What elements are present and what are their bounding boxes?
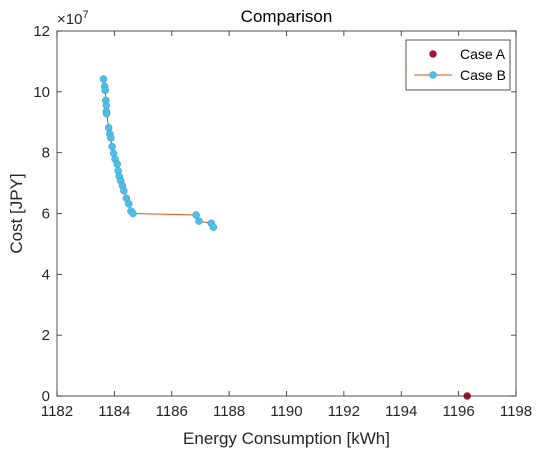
- data-point-case-b: [209, 223, 218, 231]
- data-point-case-b: [195, 217, 203, 225]
- legend-marker-case-a: [429, 50, 437, 58]
- x-tick-label: 1190: [270, 403, 302, 420]
- data-point-case-b: [99, 75, 108, 83]
- data-point-case-b: [104, 123, 113, 132]
- x-tick-label: 1198: [500, 403, 532, 420]
- x-axis-label: Energy Consumption [kWh]: [183, 429, 390, 448]
- data-point-case-b: [113, 160, 121, 168]
- data-point-case-b: [102, 109, 111, 118]
- x-tick-label: 1184: [98, 403, 130, 420]
- y-exponent-base: ×10: [57, 11, 82, 28]
- x-tick-label: 1196: [442, 403, 474, 420]
- x-tick-label: 1182: [41, 403, 73, 420]
- data-point-case-b: [107, 134, 115, 142]
- x-tick-label: 1186: [156, 403, 188, 420]
- series-layer: [99, 75, 471, 400]
- ticks-layer: 1182 1184 1186 1188 1190 1192 1194 1196 1198 0 2 4 6…: [33, 23, 532, 420]
- legend-marker-case-b: [429, 71, 437, 79]
- legend: Case A Case B: [405, 39, 511, 91]
- data-point-case-b: [108, 142, 116, 151]
- y-tick-label: 6: [42, 206, 50, 223]
- y-tick-label: 12: [33, 23, 50, 40]
- x-tick-label: 1188: [213, 403, 245, 420]
- data-point-case-b: [124, 200, 133, 208]
- y-tick-label: 0: [42, 388, 50, 405]
- legend-box: [405, 39, 511, 91]
- y-tick-label: 2: [42, 327, 50, 344]
- data-point-case-b: [129, 209, 137, 218]
- data-point-case-b: [101, 86, 109, 95]
- y-tick-label: 4: [42, 266, 50, 283]
- x-tick-label: 1194: [385, 403, 417, 420]
- y-tick-label: 10: [33, 84, 50, 101]
- x-tick-label: 1192: [328, 403, 360, 420]
- chart-title: Comparison: [241, 7, 333, 26]
- y-axis-exponent: ×107: [57, 9, 89, 28]
- y-exponent-power: 7: [82, 9, 88, 21]
- y-tick-label: 8: [42, 145, 50, 162]
- y-axis-label: Cost [JPY]: [7, 173, 26, 253]
- legend-label-case-b: Case B: [460, 67, 506, 83]
- legend-label-case-a: Case A: [460, 46, 506, 62]
- data-point-case-b: [120, 186, 128, 195]
- data-point-case-b: [192, 211, 200, 219]
